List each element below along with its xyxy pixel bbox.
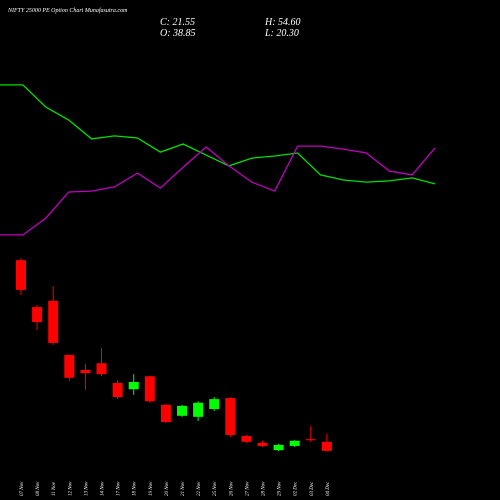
x-tick-label: 14 Nov [101, 481, 106, 496]
candle-body [80, 369, 91, 374]
x-tick-label: 19 Nov [149, 481, 154, 496]
candle-body [241, 436, 252, 442]
x-tick-label: 29 Nov [278, 481, 283, 496]
x-tick-label: 03 Dec [310, 481, 315, 496]
x-tick-label: 12 Nov [68, 481, 73, 496]
x-tick-label: 18 Nov [133, 481, 138, 496]
candle-body [16, 260, 26, 290]
candle-body [96, 363, 107, 375]
candle-body [48, 300, 59, 343]
x-tick-label: 13 Nov [84, 481, 89, 496]
x-tick-label: 28 Nov [262, 481, 267, 496]
chart-title: NIFTY 25000 PE Option Chart Munafasutra.… [7, 7, 128, 14]
x-tick-label: 08 Nov [36, 481, 41, 496]
candle-body [64, 354, 75, 378]
x-tick-label: 22 Nov [197, 481, 202, 496]
candle-body [321, 441, 332, 451]
candle-body [257, 442, 268, 446]
low-label: L: 20.30 [264, 28, 299, 39]
x-tick-label: 26 Nov [229, 481, 234, 496]
candle-body [289, 440, 300, 446]
candle-body [225, 398, 236, 436]
candle-body [193, 402, 204, 417]
candle-body [32, 307, 43, 323]
open-label: O: 38.85 [160, 28, 196, 39]
x-tick-label: 25 Nov [213, 481, 218, 496]
candle-body [209, 399, 220, 410]
x-tick-label: 21 Nov [181, 481, 186, 496]
candle-body [160, 404, 171, 423]
close-label: C: 21.55 [160, 17, 195, 28]
candle-body [273, 444, 284, 451]
overlay-line [0, 84, 436, 185]
overlay-line [0, 145, 436, 236]
x-tick-label: 11 Nov [52, 481, 57, 496]
high-label: H: 54.60 [264, 17, 301, 28]
candle-body [144, 376, 155, 402]
candle-body [128, 381, 139, 390]
x-tick-label: 27 Nov [245, 481, 250, 496]
x-tick-label: 17 Nov [117, 481, 122, 496]
candle-body [305, 439, 316, 441]
x-tick-label: 07 Nov [20, 481, 25, 496]
x-tick-label: 02 Dec [294, 481, 299, 496]
x-tick-label: 20 Nov [165, 481, 170, 496]
candle-body [177, 405, 187, 416]
x-tick-label: 04 Dec [326, 481, 331, 496]
candle-body [112, 382, 123, 398]
